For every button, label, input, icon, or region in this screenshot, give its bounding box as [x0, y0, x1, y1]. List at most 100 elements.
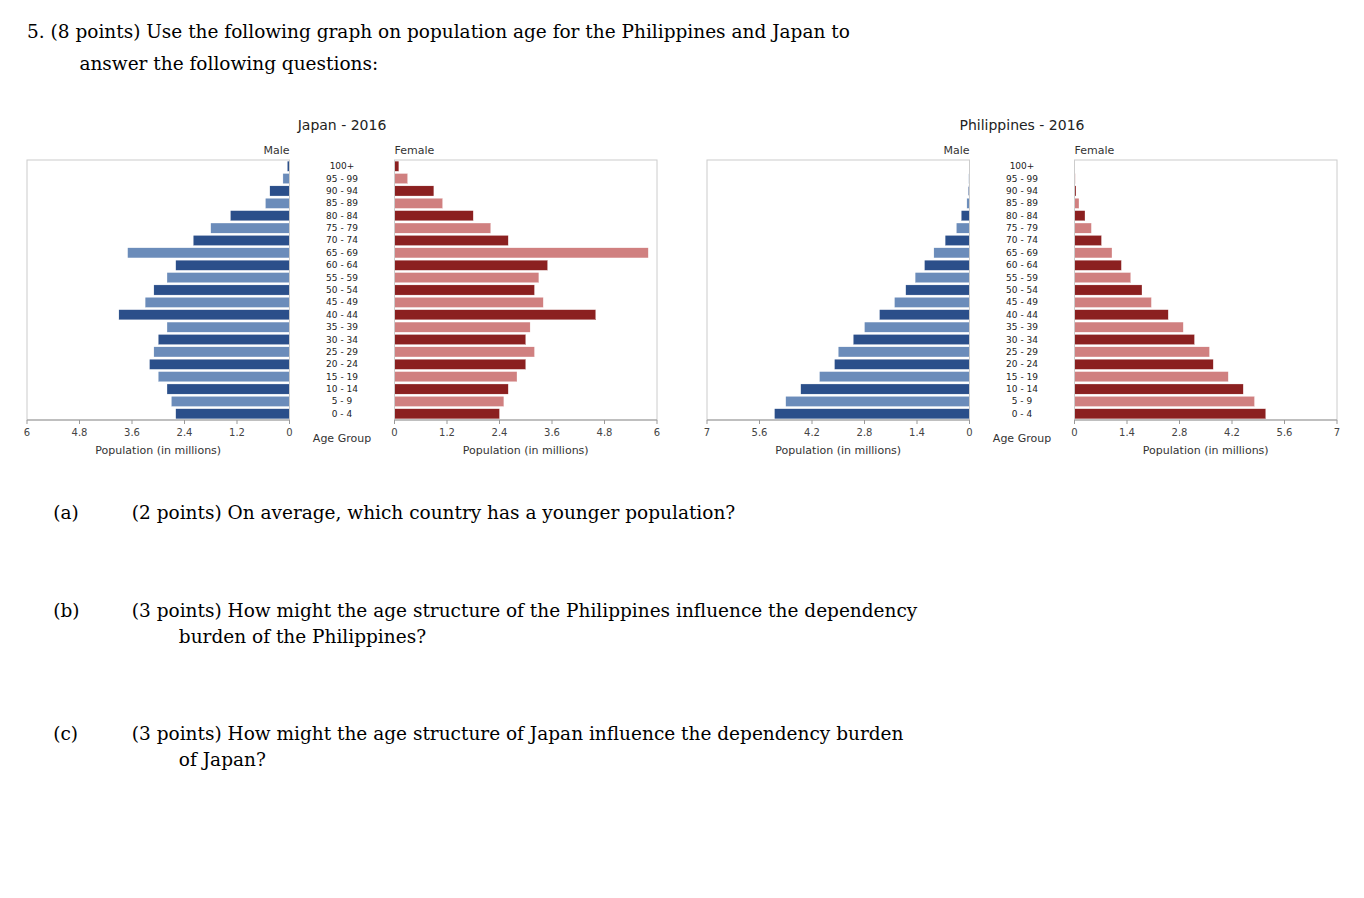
series-label: Female — [395, 144, 435, 157]
bar — [1075, 285, 1143, 295]
bar — [880, 310, 970, 320]
chart-title: Philippines - 2016 — [959, 117, 1084, 133]
bar — [395, 173, 408, 183]
x-axis-line — [27, 420, 290, 421]
bar — [395, 322, 531, 332]
x-tick — [447, 420, 448, 424]
x-tick — [1179, 420, 1180, 424]
bar — [956, 223, 969, 233]
category-label: 90 - 94 — [1006, 186, 1038, 196]
x-tick-label: 1.2 — [229, 427, 245, 438]
bar — [167, 273, 290, 283]
bars — [119, 161, 290, 419]
question-line: of Japan? — [132, 749, 266, 770]
x-tick-label: 2.4 — [177, 427, 193, 438]
category-label: 55 - 59 — [326, 273, 358, 283]
plot-frame — [395, 160, 658, 420]
x-tick-label: 7 — [1334, 427, 1340, 438]
category-label: 20 - 24 — [1006, 359, 1038, 369]
x-tick — [759, 420, 760, 424]
category-label: 20 - 24 — [326, 359, 358, 369]
bar — [1075, 334, 1195, 344]
category-label: 60 - 64 — [1006, 260, 1038, 270]
category-label: 80 - 84 — [326, 211, 358, 221]
figure: 5. (8 points) Use the following graph on… — [0, 0, 1364, 898]
bar — [395, 310, 596, 320]
question-line: (3 points) How might the age structure o… — [132, 600, 918, 621]
category-label: 35 - 39 — [326, 322, 358, 332]
x-tick-label: 5.6 — [1277, 427, 1293, 438]
category-label: 0 - 4 — [332, 409, 353, 419]
bar — [150, 359, 290, 369]
bar — [171, 396, 289, 406]
page: {"chart_data": [ {"type": "bar", "orient… — [0, 0, 1364, 898]
bar — [915, 273, 969, 283]
category-label: 100+ — [1010, 161, 1035, 171]
bar — [395, 396, 504, 406]
bar — [395, 186, 434, 196]
category-label: 40 - 44 — [326, 310, 358, 320]
bar — [395, 260, 548, 270]
x-tick-label: 2.8 — [857, 427, 873, 438]
question-label: (c) — [53, 723, 78, 744]
category-label: 40 - 44 — [1006, 310, 1038, 320]
bar — [1075, 223, 1092, 233]
category-label: 15 - 19 — [326, 372, 358, 382]
plot-frame — [707, 160, 970, 420]
bar — [158, 372, 289, 382]
bar — [801, 384, 970, 394]
category-label: 95 - 99 — [326, 174, 358, 184]
bars — [775, 161, 970, 419]
x-tick-label: 0 — [391, 427, 397, 438]
bar — [193, 235, 289, 245]
x-tick-label: 2.8 — [1172, 427, 1188, 438]
bar — [1075, 260, 1122, 270]
bar — [211, 223, 290, 233]
x-tick — [27, 420, 28, 424]
bar — [1075, 211, 1086, 221]
category-label: 80 - 84 — [1006, 211, 1038, 221]
question-label: (b) — [53, 600, 79, 621]
category-label: 10 - 14 — [326, 384, 358, 394]
category-label: 75 - 79 — [326, 223, 358, 233]
x-tick-label: 2.4 — [492, 427, 508, 438]
category-label: 65 - 69 — [326, 248, 358, 258]
x-tick — [657, 420, 658, 424]
series-label: Female — [1075, 144, 1115, 157]
bar — [1075, 198, 1080, 208]
category-label: 65 - 69 — [1006, 248, 1038, 258]
x-tick-label: 1.4 — [909, 427, 925, 438]
bar — [1075, 310, 1169, 320]
bar — [395, 161, 399, 171]
bar — [1075, 235, 1102, 245]
bar — [395, 198, 443, 208]
bar — [395, 347, 535, 357]
x-tick — [812, 420, 813, 424]
x-tick-label: 0 — [1071, 427, 1077, 438]
bar — [395, 372, 518, 382]
question-line: (2 points) On average, which country has… — [132, 502, 736, 523]
x-tick-label: 4.2 — [804, 427, 820, 438]
bar — [395, 285, 535, 295]
category-label: 10 - 14 — [1006, 384, 1038, 394]
bar — [395, 273, 539, 283]
question-text: (3 points) How might the age structure o… — [132, 723, 904, 770]
x-axis-line — [707, 420, 970, 421]
x-tick — [132, 420, 133, 424]
bar — [1075, 248, 1113, 258]
x-axis-label: Population (in millions) — [1143, 444, 1269, 457]
x-tick-label: 0 — [966, 427, 972, 438]
x-tick-label: 1.2 — [439, 427, 455, 438]
category-label: 60 - 64 — [326, 260, 358, 270]
bar — [128, 248, 290, 258]
bar — [853, 334, 969, 344]
bar — [1075, 384, 1244, 394]
x-tick-label: 6 — [654, 427, 660, 438]
plot-frame — [1075, 160, 1338, 420]
x-axis-line — [395, 420, 658, 421]
bar — [1075, 409, 1266, 419]
x-tick — [1074, 420, 1075, 424]
category-label: 70 - 74 — [1006, 235, 1038, 245]
bar — [395, 297, 544, 307]
bar — [167, 384, 290, 394]
